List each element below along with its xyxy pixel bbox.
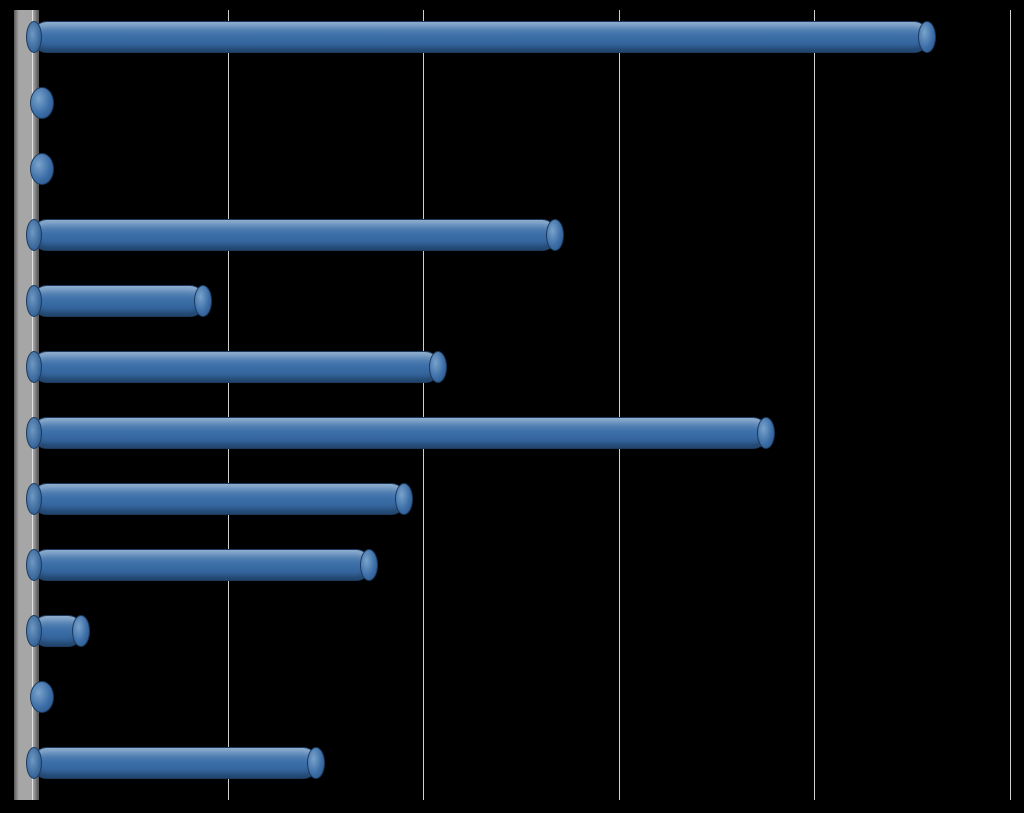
bar-end-cap xyxy=(395,483,413,515)
bar-end-cap xyxy=(360,549,378,581)
bar-base-cap xyxy=(26,417,42,449)
bars-group xyxy=(32,10,1010,800)
bar-stub xyxy=(30,153,54,185)
bar-end-cap xyxy=(918,21,936,53)
bar-end-cap xyxy=(307,747,325,779)
bar-base-cap xyxy=(26,285,42,317)
bar xyxy=(32,549,371,581)
bar xyxy=(32,21,929,53)
horizontal-bar-chart xyxy=(0,0,1024,813)
gridline xyxy=(1010,10,1011,800)
bar-end-cap xyxy=(72,615,90,647)
bar-end-cap xyxy=(546,219,564,251)
bar-end-cap xyxy=(757,417,775,449)
bar-base-cap xyxy=(26,21,42,53)
bar xyxy=(32,747,318,779)
bar-base-cap xyxy=(26,351,42,383)
bar-stub xyxy=(30,681,54,713)
bar xyxy=(32,483,406,515)
bar-stub xyxy=(30,87,54,119)
bar-end-cap xyxy=(194,285,212,317)
bar xyxy=(32,351,440,383)
bar-base-cap xyxy=(26,615,42,647)
bar-end-cap xyxy=(429,351,447,383)
bar xyxy=(32,219,557,251)
bar-base-cap xyxy=(26,747,42,779)
bar xyxy=(32,285,205,317)
bar-base-cap xyxy=(26,549,42,581)
bar-base-cap xyxy=(26,219,42,251)
bar xyxy=(32,417,768,449)
bar-base-cap xyxy=(26,483,42,515)
